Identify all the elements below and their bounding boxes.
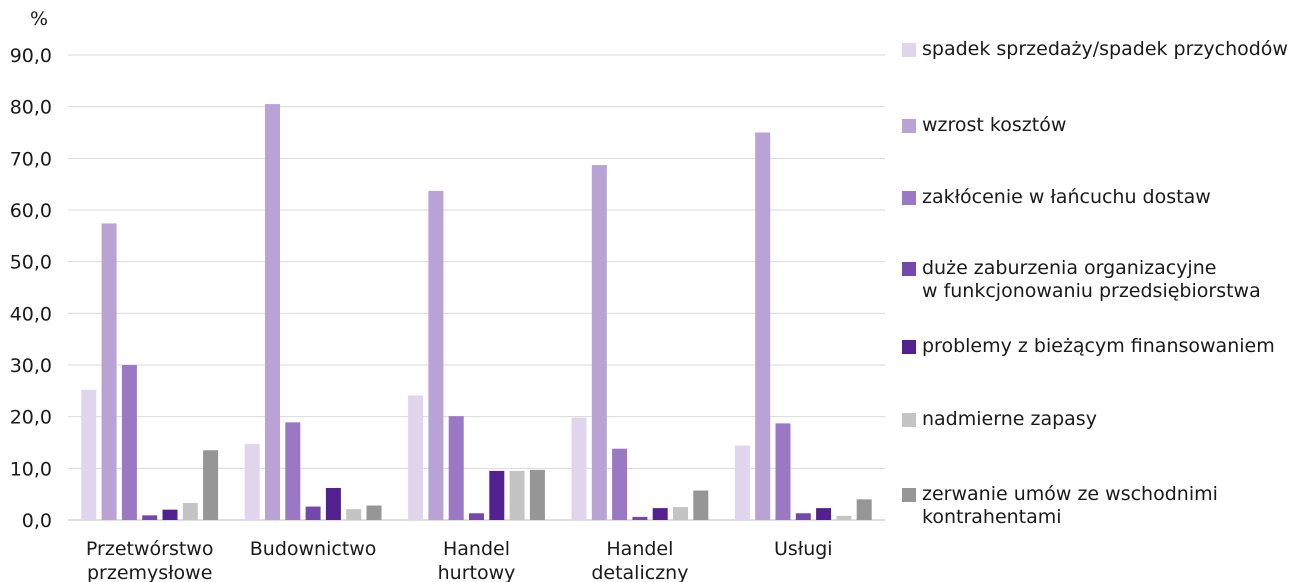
bar-chart: % 0,0 10,0 20,0 30,0 40,0 50,0 60,0 70,0 80,0 90,…: [10, 8, 885, 582]
x-tick-label: Przetwórstwo przemysłowe: [86, 538, 214, 582]
bar: [346, 509, 362, 520]
bar: [571, 417, 587, 520]
legend-item: zakłócenie w łańcuchu dostaw: [902, 186, 1211, 209]
bar: [121, 365, 137, 520]
x-tick-label: Handel hurtowy: [438, 538, 516, 582]
legend-item: spadek sprzedaży/spadek przychodów: [902, 38, 1288, 61]
bar: [529, 469, 545, 520]
x-tick-label: Usługi: [774, 538, 833, 560]
legend: spadek sprzedaży/spadek przychodów wzrost…: [902, 0, 1297, 582]
bar: [162, 509, 178, 520]
bar: [469, 513, 484, 520]
legend-item: zerwanie umów ze wschodnimi kontrahentam…: [902, 483, 1218, 529]
y-tick-label: 50,0: [10, 252, 52, 274]
legend-swatch: [902, 413, 916, 427]
bars: [81, 104, 872, 521]
bar: [673, 507, 688, 520]
bar: [591, 165, 607, 521]
bar: [203, 450, 219, 520]
bar: [448, 416, 464, 520]
bar: [755, 132, 771, 520]
bar: [775, 423, 791, 520]
y-tick-label: 90,0: [10, 45, 52, 67]
legend-label: duże zaburzenia organizacyjne w funkcjon…: [922, 257, 1261, 302]
y-tick-label: 10,0: [10, 458, 52, 480]
bar: [632, 516, 648, 520]
y-tick-label: 40,0: [10, 303, 52, 325]
bar: [366, 505, 382, 520]
legend-item: nadmierne zapasy: [902, 408, 1097, 431]
bar: [101, 223, 117, 520]
y-tick-label: 60,0: [10, 200, 52, 222]
bar: [244, 444, 260, 520]
y-tick-label: 30,0: [10, 355, 52, 377]
bar: [836, 515, 852, 520]
legend-swatch: [902, 488, 916, 502]
bar: [489, 470, 505, 520]
y-tick-label: 0,0: [22, 510, 52, 532]
bar: [325, 487, 341, 520]
bar: [182, 502, 198, 520]
x-tick-label: Budownictwo: [250, 538, 377, 560]
bar: [428, 190, 444, 520]
bar: [612, 448, 628, 520]
y-axis-unit-label: %: [30, 8, 48, 30]
legend-swatch: [902, 191, 916, 205]
legend-item: problemy z bieżącym finansowaniem: [902, 335, 1275, 358]
legend-label: zerwanie umów ze wschodnimi kontrahentam…: [922, 483, 1218, 528]
y-tick-label: 20,0: [10, 407, 52, 429]
y-tick-label: 80,0: [10, 97, 52, 119]
legend-swatch: [902, 43, 916, 57]
y-axis-ticks: 0,0 10,0 20,0 30,0 40,0 50,0 60,0 70,0 80,0 90,0: [10, 45, 52, 532]
y-tick-label: 70,0: [10, 148, 52, 170]
legend-label: wzrost kosztów: [922, 114, 1067, 136]
bar: [408, 395, 424, 520]
bar: [142, 515, 158, 520]
legend-swatch: [902, 340, 916, 354]
bar: [305, 506, 321, 520]
legend-swatch: [902, 119, 916, 133]
bar: [734, 445, 750, 520]
bar: [285, 422, 301, 520]
legend-label: nadmierne zapasy: [922, 408, 1097, 430]
bar: [81, 389, 97, 520]
legend-label: zakłócenie w łańcuchu dostaw: [922, 186, 1211, 208]
bar: [509, 470, 525, 520]
bar: [816, 508, 832, 520]
legend-item: wzrost kosztów: [902, 114, 1066, 137]
bar: [856, 499, 872, 520]
legend-label: problemy z bieżącym finansowaniem: [922, 335, 1275, 357]
x-axis-labels: Przetwórstwo przemysłowe Budownictwo Handel…: [86, 538, 833, 582]
bar: [693, 490, 709, 520]
legend-label: spadek sprzedaży/spadek przychodów: [922, 38, 1288, 60]
bar: [265, 104, 280, 520]
legend-item: duże zaburzenia organizacyjne w funkcjon…: [902, 257, 1261, 303]
legend-swatch: [902, 262, 916, 276]
bar: [652, 508, 668, 520]
x-tick-label: Handel detaliczny: [591, 538, 688, 582]
bar: [795, 513, 811, 520]
